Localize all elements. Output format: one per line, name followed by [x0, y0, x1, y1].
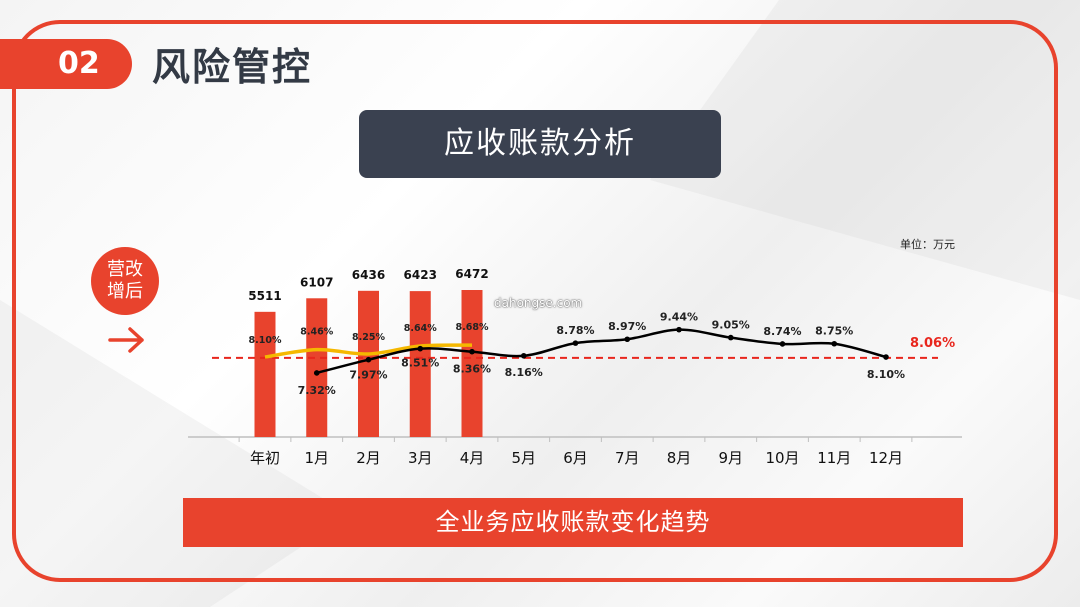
bar-label-4月: 6472: [455, 267, 488, 281]
period-badge: 营改 增后: [91, 247, 159, 315]
category-label-1月: 1月: [304, 449, 329, 467]
bar-4月: [461, 290, 483, 437]
bar-1月: [306, 298, 328, 437]
watermark: dahongse.com: [494, 296, 583, 310]
black-label-1月: 7.32%: [298, 384, 336, 397]
category-label-9月: 9月: [718, 449, 743, 467]
black-label-9月: 9.05%: [712, 319, 750, 332]
black-series-line: [316, 328, 887, 375]
black-label-7月: 8.97%: [608, 320, 646, 333]
black-label-2月: 7.97%: [349, 369, 387, 382]
yellow-label-4月: 8.68%: [456, 322, 489, 333]
chart-subtitle: 应收账款分析: [359, 110, 721, 178]
black-point-12月: [883, 354, 889, 360]
arrow-right-icon: [108, 327, 144, 353]
yellow-label-2月: 8.25%: [352, 332, 385, 343]
section-title: 风险管控: [152, 45, 313, 89]
yellow-series-line: [264, 343, 473, 359]
period-badge-line2: 增后: [107, 281, 143, 302]
black-point-5月: [520, 352, 527, 359]
bar-label-2月: 6436: [352, 268, 385, 282]
category-label-8月: 8月: [667, 449, 692, 467]
reference-label: 8.06%: [910, 336, 955, 351]
period-badge-line1: 营改: [107, 259, 143, 280]
category-label-2月: 2月: [356, 449, 381, 467]
bar-label-1月: 6107: [300, 275, 333, 289]
bar-2月: [358, 290, 379, 437]
black-label-8月: 9.44%: [660, 311, 698, 324]
black-point-6月: [572, 340, 579, 346]
black-point-10月: [779, 341, 786, 347]
black-point-11月: [831, 340, 838, 347]
bar-label-3月: 6423: [404, 268, 437, 282]
category-label-4月: 4月: [460, 449, 485, 467]
black-point-2月: [365, 356, 372, 363]
black-label-10月: 8.74%: [763, 325, 801, 338]
black-point-7月: [624, 336, 631, 343]
black-label-3月: 8.51%: [401, 357, 439, 370]
black-label-4月: 8.36%: [453, 363, 491, 376]
category-label-7月: 7月: [615, 449, 640, 467]
black-point-8月: [676, 326, 682, 333]
yellow-label-1月: 8.46%: [300, 327, 333, 338]
black-label-6月: 8.78%: [556, 324, 594, 337]
category-label-年初: 年初: [250, 449, 280, 467]
category-label-3月: 3月: [408, 449, 433, 467]
black-label-11月: 8.75%: [815, 325, 853, 338]
unit-label: 单位：万元: [900, 238, 955, 251]
bar-3月: [409, 291, 431, 437]
black-label-12月: 8.10%: [867, 368, 905, 381]
bottom-title-bar: 全业务应收账款变化趋势: [183, 498, 963, 547]
black-point-1月: [313, 370, 320, 376]
yellow-label-年初: 8.10%: [249, 335, 282, 346]
black-point-3月: [417, 345, 424, 352]
black-label-5月: 8.16%: [505, 366, 543, 379]
category-label-6月: 6月: [563, 449, 588, 467]
category-label-12月: 12月: [869, 449, 903, 467]
bar-label-年初: 5511: [248, 289, 281, 303]
bar-年初: [254, 311, 276, 437]
black-point-4月: [469, 348, 475, 355]
section-number-badge: 02: [0, 39, 132, 89]
category-label-5月: 5月: [511, 449, 536, 467]
slide-frame: [12, 20, 1058, 582]
category-label-10月: 10月: [765, 449, 799, 467]
yellow-label-3月: 8.64%: [404, 323, 437, 334]
black-point-9月: [727, 334, 734, 341]
category-label-11月: 11月: [817, 449, 851, 467]
